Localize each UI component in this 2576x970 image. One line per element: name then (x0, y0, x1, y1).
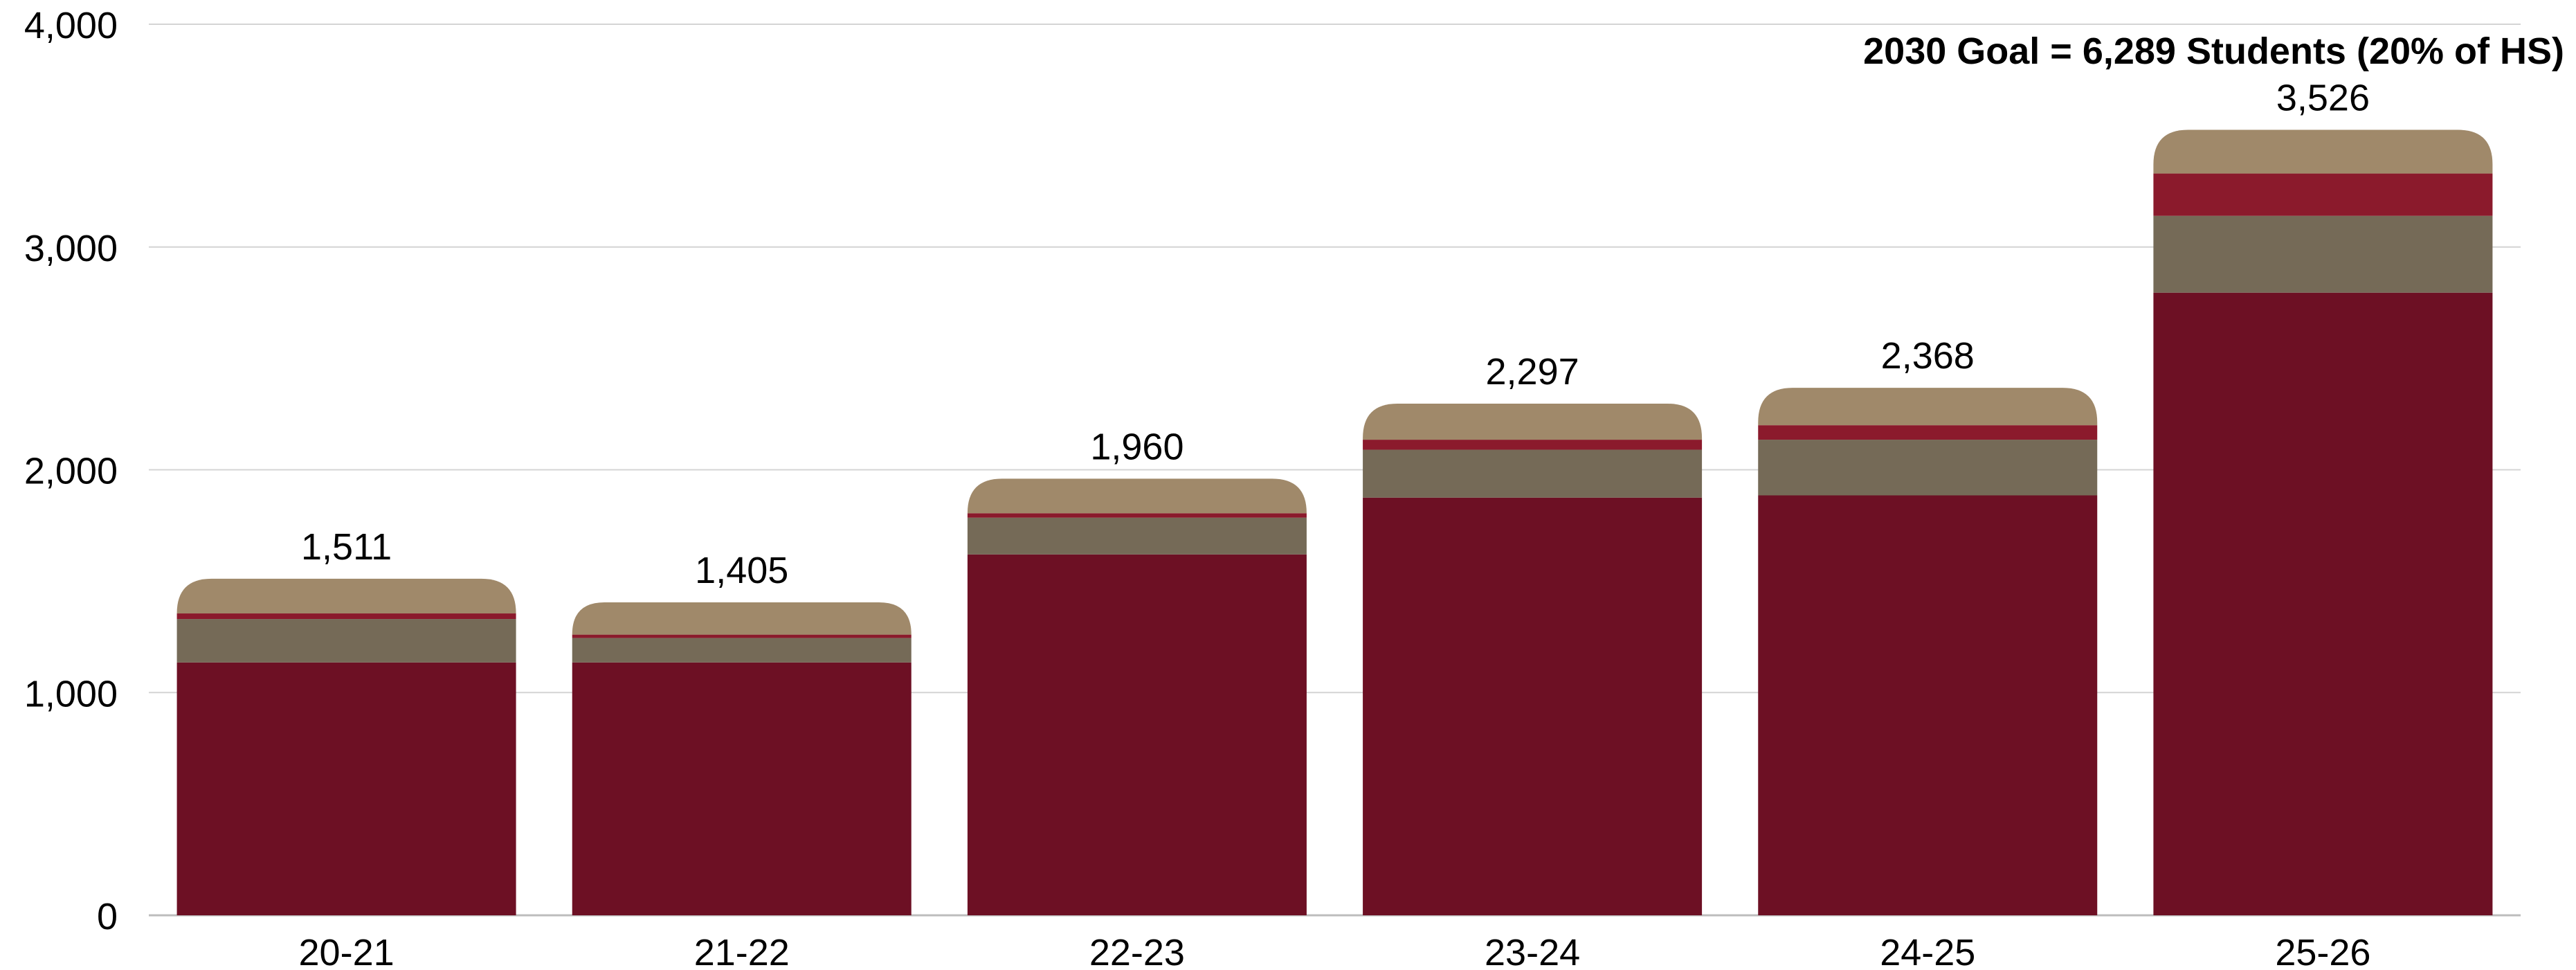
bar-total-label: 1,511 (301, 526, 392, 568)
bar-segment (967, 513, 1307, 518)
bar-segment (1758, 495, 2098, 915)
bars (176, 129, 2493, 915)
bar-segment (176, 662, 516, 915)
bar-segment (2153, 215, 2493, 293)
bar-total-label: 2,297 (1486, 351, 1579, 393)
bar-segment (1758, 440, 2098, 496)
bar-total-label: 1,405 (695, 550, 788, 591)
bar-segment (2153, 292, 2493, 915)
bar-segment (967, 554, 1307, 915)
gridlines (149, 24, 2521, 917)
bar-segment (1363, 403, 1703, 440)
x-tick-label: 24-25 (1880, 932, 1975, 970)
bar-total-label: 2,368 (1881, 335, 1975, 377)
x-tick-label: 23-24 (1485, 932, 1580, 970)
bar-segment (572, 638, 911, 663)
bar-segment (572, 634, 911, 638)
y-tick-label: 3,000 (24, 228, 118, 269)
goal-annotation: 2030 Goal = 6,289 Students (20% of HS) (1863, 30, 2564, 72)
y-tick-label: 1,000 (24, 673, 118, 715)
bar-total-label: 1,960 (1090, 426, 1183, 467)
y-tick-label: 0 (97, 896, 118, 937)
bar-segment (1758, 425, 2098, 440)
x-tick-label: 21-22 (694, 932, 790, 970)
bar-segment (1758, 388, 2098, 426)
x-tick-label: 22-23 (1089, 932, 1185, 970)
bar-total-label: 3,526 (2276, 78, 2370, 119)
bar-segment (2153, 173, 2493, 216)
y-tick-label: 2,000 (24, 451, 118, 492)
x-tick-label: 25-26 (2275, 932, 2370, 970)
bar-segment (176, 578, 516, 614)
bar-segment (1363, 449, 1703, 498)
bar-segment (967, 517, 1307, 555)
bar-segment (176, 619, 516, 663)
bar-segment (1363, 440, 1703, 450)
bar-segment (176, 613, 516, 620)
bar-segment (572, 662, 911, 915)
labels: 0 1,000 2,000 3,000 4,000 1,511 20-21 1,405 21-2… (24, 5, 2371, 970)
bar-segment (1363, 497, 1703, 915)
y-tick-label: 4,000 (24, 5, 118, 46)
x-tick-label: 20-21 (299, 932, 394, 970)
bar-segment (967, 478, 1307, 514)
bar-segment (2153, 129, 2493, 174)
bar-segment (572, 602, 911, 635)
